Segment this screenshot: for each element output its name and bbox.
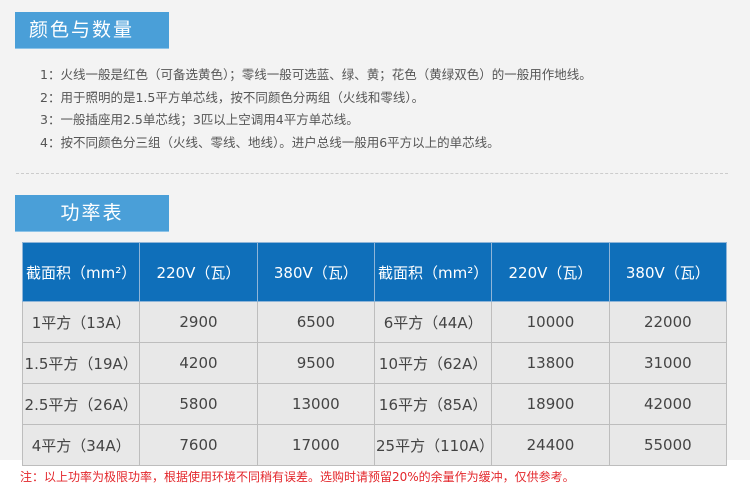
table-row: 1.5平方（19A） 4200 9500 10平方（62A） 13800 31000 [21, 342, 728, 384]
footnote: 注：以上功率为极限功率，根据使用环境不同稍有误差。选购时请预留20%的余量作为缓… [20, 470, 575, 484]
header-cell: 220V（瓦） [139, 242, 258, 302]
table-cell: 9500 [256, 342, 375, 384]
table-row: 4平方（34A） 7600 17000 25平方（110A） 24400 55000 [21, 424, 728, 466]
table-cell: 42000 [608, 383, 728, 425]
table-cell: 2900 [139, 301, 258, 343]
power-table: 截面积（mm²） 220V（瓦） 380V（瓦） 截面积（mm²） 220V（瓦… [21, 242, 728, 466]
table-cell: 25平方（110A） [373, 424, 494, 466]
table-cell: 17000 [256, 424, 375, 466]
table-cell: 2.5平方（26A） [21, 383, 141, 425]
table-cell: 18900 [491, 383, 610, 425]
color-rules-list: 1：火线一般是红色（可备选黄色）；零线一般可选蓝、绿、黄；花色（黄绿双色）的一般… [40, 64, 592, 154]
rule-line: 2：用于照明的是1.5平方单芯线，按不同颜色分两组（火线和零线）。 [40, 89, 425, 105]
header-cell: 截面积（mm²） [373, 242, 493, 302]
header-cell: 截面积（mm²） [21, 242, 141, 302]
table-row: 1平方（13A） 2900 6500 6平方（44A） 10000 22000 [21, 301, 728, 343]
table-header-row: 截面积（mm²） 220V（瓦） 380V（瓦） 截面积（mm²） 220V（瓦… [21, 242, 728, 302]
table-cell: 4平方（34A） [21, 424, 141, 466]
table-cell: 13800 [491, 342, 610, 384]
table-cell: 16平方（85A） [373, 383, 493, 425]
rule-line: 1：火线一般是红色（可备选黄色）；零线一般可选蓝、绿、黄；花色（黄绿双色）的一般… [40, 67, 592, 82]
table-cell: 6500 [256, 301, 375, 343]
header-cell: 380V（瓦） [608, 242, 728, 302]
table-cell: 10000 [491, 301, 610, 343]
table-row: 2.5平方（26A） 5800 13000 16平方（85A） 18900 42000 [21, 383, 728, 425]
table-cell: 13000 [256, 383, 375, 425]
table-cell: 1.5平方（19A） [21, 342, 141, 384]
table-cell: 10平方（62A） [373, 342, 493, 384]
table-cell: 4200 [139, 342, 258, 384]
table-cell: 6平方（44A） [373, 301, 493, 343]
table-cell: 5800 [139, 383, 258, 425]
table-cell: 22000 [608, 301, 728, 343]
section-title-power-table: 功率表 [15, 195, 169, 231]
table-cell: 55000 [608, 424, 728, 466]
header-cell: 220V（瓦） [491, 242, 610, 302]
section-title-color-quantity: 颜色与数量 [15, 12, 169, 48]
table-cell: 7600 [139, 424, 258, 466]
divider [16, 173, 728, 174]
rule-line: 3：一般插座用2.5单芯线；3匹以上空调用4平方单芯线。 [40, 112, 359, 127]
header-cell: 380V（瓦） [256, 242, 375, 302]
table-cell: 1平方（13A） [21, 301, 141, 343]
table-cell: 24400 [491, 424, 610, 466]
rule-line: 4：按不同颜色分三组（火线、零线、地线）。进户总线一般用6平方以上的单芯线。 [40, 134, 500, 150]
table-cell: 31000 [608, 342, 728, 384]
